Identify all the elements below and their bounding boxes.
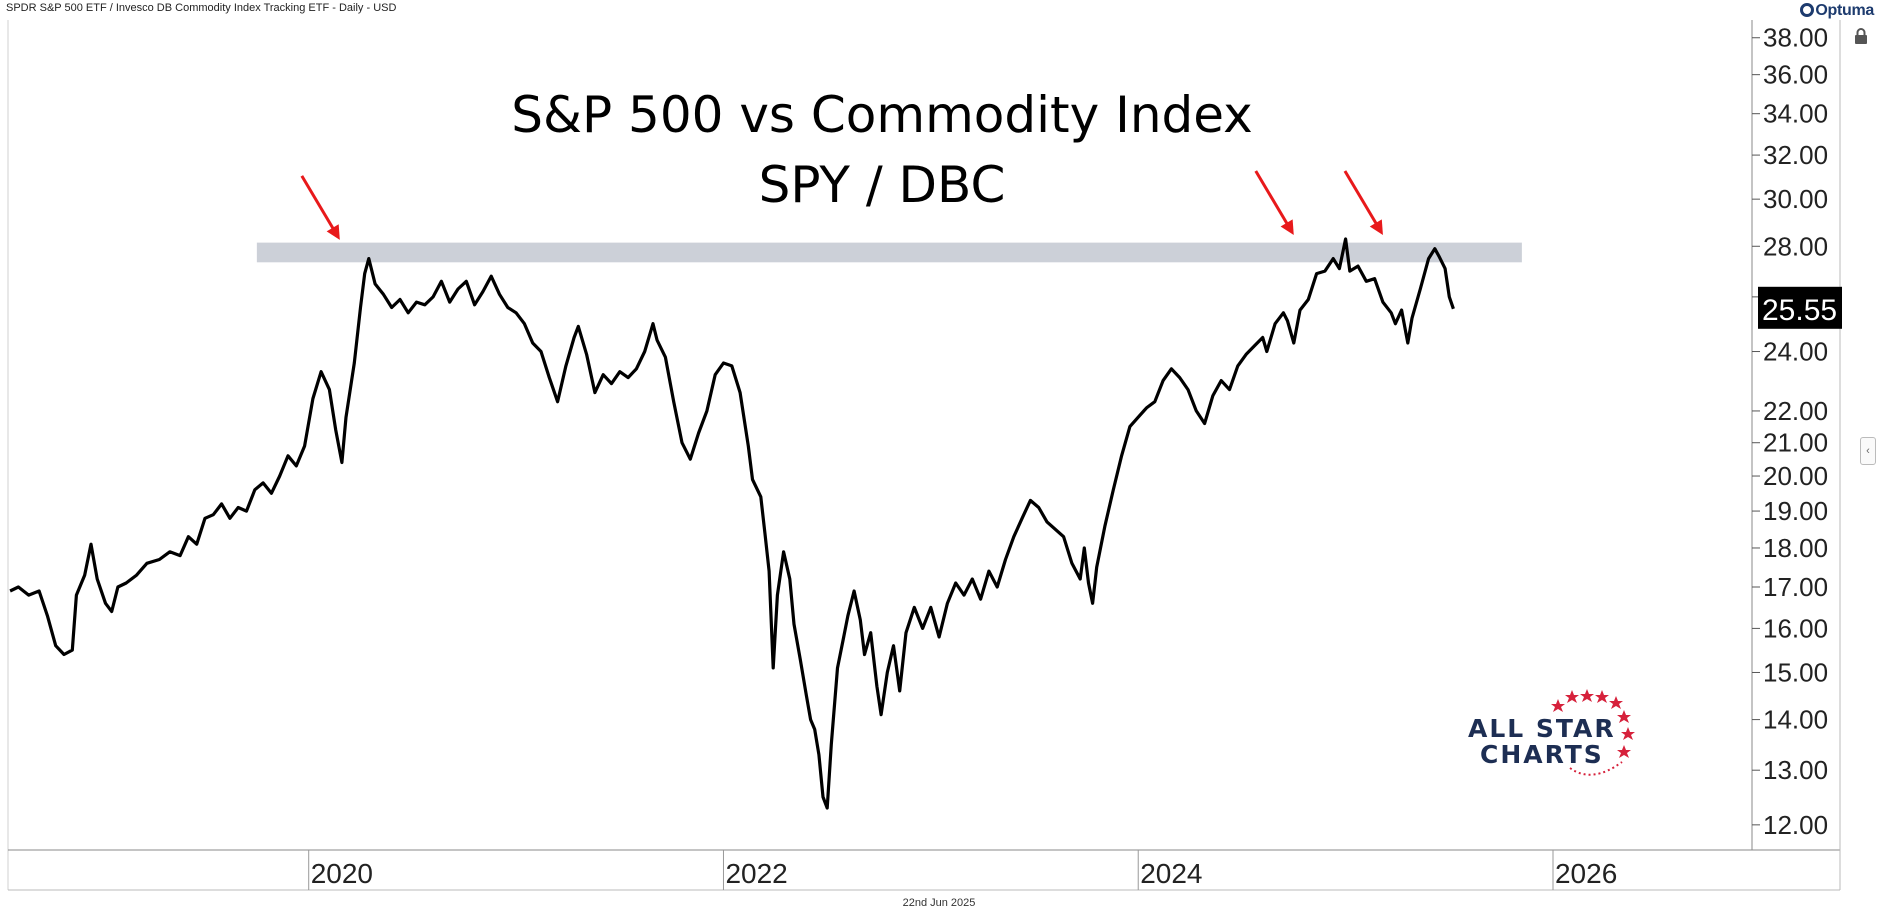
y-tick-label-3: 15.00 (1763, 657, 1828, 687)
y-tick-label-16: 34.00 (1763, 99, 1828, 129)
all-star-charts-logo: ALL STAR CHARTS (1462, 686, 1662, 796)
logo-line1: ALL STAR (1468, 714, 1616, 743)
y-tick-label-2: 14.00 (1763, 705, 1828, 735)
y-tick-label-4: 16.00 (1763, 613, 1828, 643)
last-value-label: 25.55 (1762, 294, 1837, 327)
last-value-badge (1758, 286, 1842, 329)
lock-icon[interactable] (1854, 28, 1868, 44)
y-tick-label-9: 21.00 (1763, 428, 1828, 458)
resistance-band (256, 242, 1522, 263)
y-tick-label-15: 32.00 (1763, 140, 1828, 170)
y-tick-label-18: 38.00 (1763, 23, 1828, 53)
y-tick-label-14: 30.00 (1763, 184, 1828, 214)
y-tick-label-7: 19.00 (1763, 496, 1828, 526)
logo-line2: CHARTS (1480, 740, 1604, 769)
x-tick-label-3: 2026 (1555, 858, 1617, 889)
y-tick-label-13: 28.00 (1763, 231, 1828, 261)
chart-title: S&P 500 vs Commodity Index (511, 86, 1253, 144)
y-tick-label-11: 24.00 (1763, 337, 1828, 367)
annotation-arrow-1 (1254, 170, 1294, 235)
y-tick-label-6: 18.00 (1763, 533, 1828, 563)
x-tick-label-0: 2020 (311, 858, 373, 889)
y-tick-label-17: 36.00 (1763, 60, 1828, 90)
chart-description: SPDR S&P 500 ETF / Invesco DB Commodity … (6, 2, 397, 14)
logo-star-ring (1551, 689, 1635, 776)
collapse-panel-button[interactable]: ‹ (1860, 437, 1876, 465)
series-line-spy-dbc (9, 237, 1455, 810)
y-tick-label-0: 12.00 (1763, 810, 1828, 840)
optuma-brand: Optuma (1800, 2, 1874, 20)
optuma-logo-icon (1800, 3, 1815, 17)
y-tick-label-8: 20.00 (1763, 461, 1828, 491)
optuma-brand-label: Optuma (1815, 2, 1874, 19)
annotation-arrow-2 (1343, 170, 1383, 235)
y-tick-label-5: 17.00 (1763, 572, 1828, 602)
x-tick-label-2: 2024 (1140, 858, 1202, 889)
x-tick-label-1: 2022 (725, 858, 787, 889)
y-tick-label-10: 22.00 (1763, 396, 1828, 426)
footer-date: 22nd Jun 2025 (902, 897, 976, 909)
chart-subtitle: SPY / DBC (759, 156, 1006, 214)
y-tick-label-1: 13.00 (1763, 755, 1828, 785)
annotation-arrow-0 (300, 175, 340, 240)
